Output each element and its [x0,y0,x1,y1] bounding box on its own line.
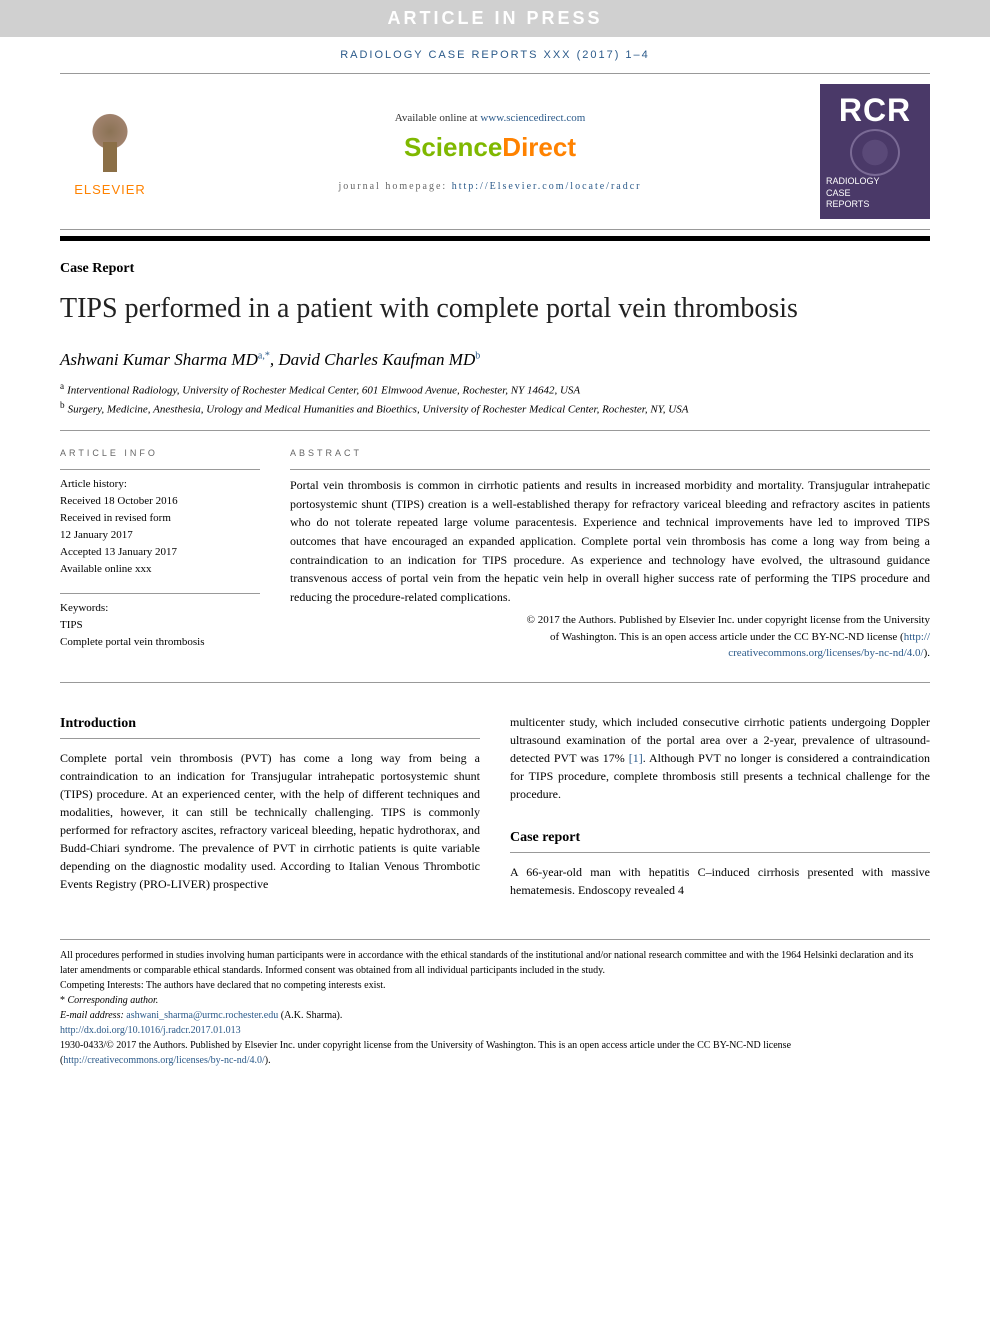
abstract-text: Portal vein thrombosis is common in cirr… [290,469,930,606]
case-report-text: A 66-year-old man with hepatitis C–induc… [510,863,930,899]
author-1-sup: a,* [258,350,270,361]
available-prefix: Available online at [395,112,481,124]
copyright-block: © 2017 the Authors. Published by Elsevie… [290,612,930,662]
article-type: Case Report [60,261,930,277]
copyright-l2-text: of Washington. This is an open access ar… [550,631,904,643]
ethics-statement: All procedures performed in studies invo… [60,948,930,978]
affil-a-sup: a [60,381,64,391]
sciencedirect-logo[interactable]: ScienceDirect [160,132,820,163]
homepage-link[interactable]: http://Elsevier.com/locate/radcr [452,181,642,192]
article-in-press-banner: ARTICLE IN PRESS [0,0,990,37]
elsevier-tree-icon [75,107,145,177]
elsevier-logo[interactable]: ELSEVIER [60,107,160,197]
email-suffix: (A.K. Sharma). [278,1010,342,1021]
keyword-1: TIPS [60,617,260,634]
issn-close: ). [265,1055,271,1066]
email-line: E-mail address: ashwani_sharma@urmc.roch… [60,1008,930,1023]
case-report-heading: Case report [510,827,930,853]
competing-interests: Competing Interests: The authors have de… [60,978,930,993]
rcr-journal-logo[interactable]: RCR RADIOLOGY CASE REPORTS [820,84,930,219]
footer-license-link[interactable]: http://creativecommons.org/licenses/by-n… [63,1055,264,1066]
article-title: TIPS performed in a patient with complet… [60,291,930,326]
rcr-circle-icon [850,129,900,176]
introduction-cont: multicenter study, which included consec… [510,713,930,803]
rcr-l2: CASE [826,188,924,200]
keyword-2: Complete portal vein thrombosis [60,634,260,651]
affil-b-text: Surgery, Medicine, Anesthesia, Urology a… [68,404,689,416]
corr-marker: * [60,995,68,1006]
sciencedirect-link[interactable]: www.sciencedirect.com [480,112,585,124]
email-label: E-mail address: [60,1010,126,1021]
homepage-prefix: journal homepage: [339,181,452,192]
author-1[interactable]: Ashwani Kumar Sharma MD [60,350,258,369]
article-content: Case Report TIPS performed in a patient … [0,241,990,919]
affil-a-text: Interventional Radiology, University of … [67,385,580,397]
journal-homepage: journal homepage: http://Elsevier.com/lo… [160,181,820,192]
author-2-sup: b [475,350,480,361]
sd-direct: Direct [502,132,576,162]
sd-science: Science [404,132,502,162]
copyright-close: ). [924,647,930,659]
copyright-l3: creativecommons.org/licenses/by-nc-nd/4.… [290,645,930,662]
author-2[interactable]: David Charles Kaufman MD [278,350,475,369]
copyright-l2: of Washington. This is an open access ar… [290,629,930,646]
abstract: ABSTRACT Portal vein thrombosis is commo… [290,447,930,662]
affiliation-a: aInterventional Radiology, University of… [60,380,930,399]
received-date: Received 18 October 2016 [60,493,260,510]
copyright-l1: © 2017 the Authors. Published by Elsevie… [290,612,930,629]
elsevier-label: ELSEVIER [60,182,160,197]
corresponding-author: * Corresponding author. [60,993,930,1008]
email-link[interactable]: ashwani_sharma@urmc.rochester.edu [126,1010,278,1021]
available-online: Available online at www.sciencedirect.co… [160,112,820,124]
revised-l2: 12 January 2017 [60,527,260,544]
affil-b-sup: b [60,400,65,410]
journal-header: ELSEVIER Available online at www.science… [60,73,930,230]
article-info-label: ARTICLE INFO [60,447,260,461]
revised-l1: Received in revised form [60,510,260,527]
divider [60,430,930,431]
history-heading: Article history: [60,476,260,493]
article-info: ARTICLE INFO Article history: Received 1… [60,447,260,662]
rcr-l3: REPORTS [826,199,924,211]
article-history: Article history: Received 18 October 201… [60,469,260,578]
introduction-heading: Introduction [60,713,480,739]
doi-link[interactable]: http://dx.doi.org/10.1016/j.radcr.2017.0… [60,1023,930,1038]
column-right: multicenter study, which included consec… [510,713,930,899]
journal-reference: RADIOLOGY CASE REPORTS XXX (2017) 1–4 [0,37,990,73]
info-abstract-row: ARTICLE INFO Article history: Received 1… [60,447,930,662]
affiliation-b: bSurgery, Medicine, Anesthesia, Urology … [60,399,930,418]
abstract-label: ABSTRACT [290,447,930,461]
rcr-abbrev: RCR [839,92,911,129]
header-center: Available online at www.sciencedirect.co… [160,112,820,192]
rcr-fullname: RADIOLOGY CASE REPORTS [826,176,924,211]
divider [60,682,930,683]
reference-1-link[interactable]: [1] [629,751,643,765]
affiliations: aInterventional Radiology, University of… [60,380,930,418]
corr-label: Corresponding author. [68,995,159,1006]
author-list: Ashwani Kumar Sharma MDa,*, David Charle… [60,350,930,370]
keywords-heading: Keywords: [60,600,260,617]
keywords-block: Keywords: TIPS Complete portal vein thro… [60,593,260,651]
accepted-date: Accepted 13 January 2017 [60,544,260,561]
body-columns: Introduction Complete portal vein thromb… [60,713,930,899]
column-left: Introduction Complete portal vein thromb… [60,713,480,899]
available-date: Available online xxx [60,561,260,578]
issn-copyright: 1930-0433/© 2017 the Authors. Published … [60,1038,930,1068]
introduction-text: Complete portal vein thrombosis (PVT) ha… [60,749,480,893]
footer: All procedures performed in studies invo… [60,939,930,1068]
license-link-l1[interactable]: http:// [904,631,930,643]
rcr-l1: RADIOLOGY [826,176,924,188]
license-link-l2[interactable]: creativecommons.org/licenses/by-nc-nd/4.… [728,647,923,659]
